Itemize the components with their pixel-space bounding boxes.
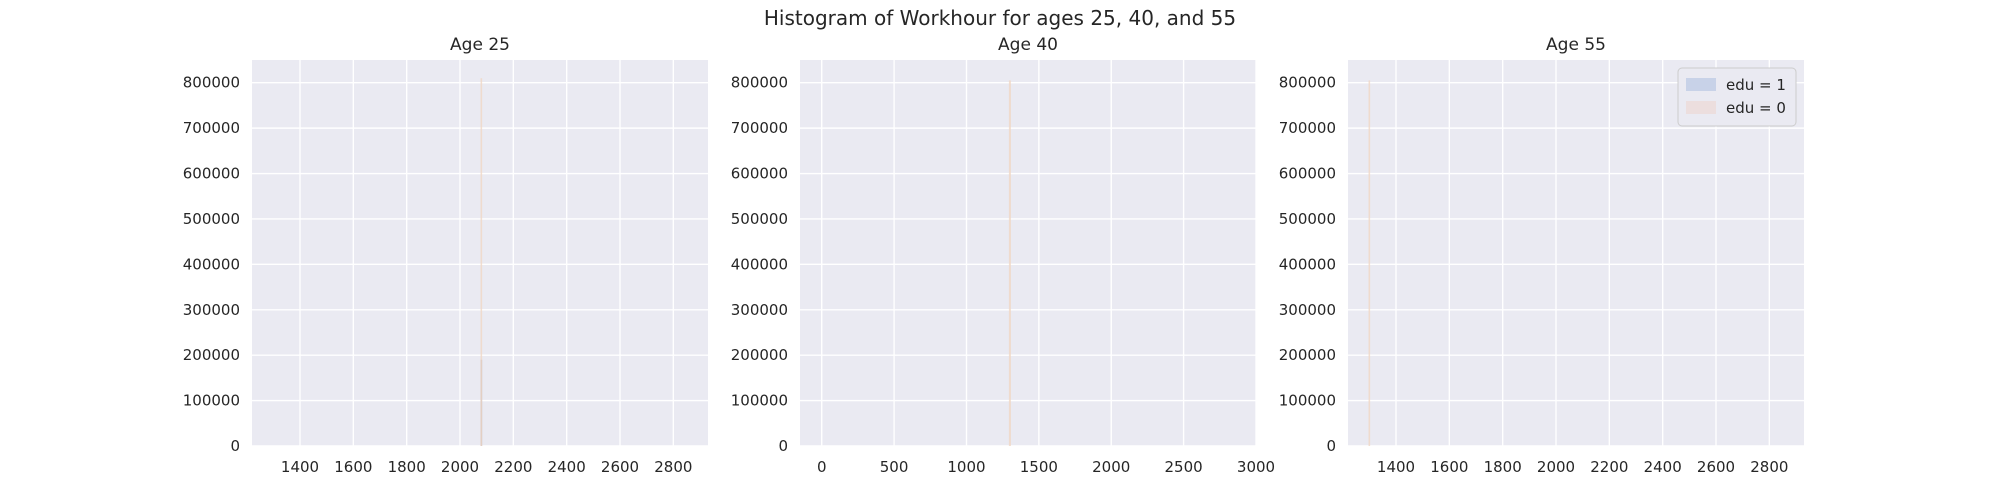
y-tick-label: 300000	[731, 301, 788, 319]
y-tick-label: 400000	[1279, 255, 1336, 273]
subplot-2: 0 100000 200000 300000 400000 500000 600000 700…	[731, 35, 1275, 476]
subplot-grid: 0100000200000300000400000500000600000700…	[183, 35, 1804, 476]
x-tick-label: 1400	[1377, 458, 1415, 476]
plot-area	[252, 60, 708, 446]
subplot-title: Age 25	[450, 35, 510, 55]
y-tick-label: 0	[778, 437, 788, 455]
legend-label: edu = 0	[1726, 99, 1786, 117]
y-tick-label: 0	[230, 437, 240, 455]
figure-title: Histogram of Workhour for ages 25, 40, a…	[764, 6, 1236, 30]
y-tick-label: 200000	[183, 346, 240, 364]
y-tick-label: 800000	[183, 74, 240, 92]
x-tick-label: 1500	[1020, 458, 1058, 476]
y-tick-label: 500000	[731, 210, 788, 228]
subplot-title: Age 40	[998, 35, 1058, 55]
y-tick-label: 400000	[183, 255, 240, 273]
y-tick-label: 200000	[731, 346, 788, 364]
y-tick-label: 200000	[1279, 346, 1336, 364]
histogram-bar-edu0	[480, 78, 483, 446]
legend-label: edu = 1	[1726, 76, 1786, 94]
x-tick-label: 2600	[601, 458, 639, 476]
y-tick-label: 800000	[1279, 74, 1336, 92]
y-tick-label: 600000	[731, 165, 788, 183]
legend-swatch	[1686, 78, 1716, 91]
y-tick-label: 100000	[731, 392, 788, 410]
y-tick-label: 800000	[731, 74, 788, 92]
y-tick-label: 100000	[1279, 392, 1336, 410]
y-tick-label: 700000	[1279, 119, 1336, 137]
x-tick-label: 500	[880, 458, 909, 476]
y-tick-label: 600000	[183, 165, 240, 183]
y-tick-label: 400000	[731, 255, 788, 273]
x-tick-label: 2500	[1165, 458, 1203, 476]
y-tick-label: 300000	[183, 301, 240, 319]
y-tick-label: 700000	[731, 119, 788, 137]
x-tick-label: 1400	[281, 458, 319, 476]
x-tick-label: 2200	[1590, 458, 1628, 476]
x-tick-label: 1800	[1484, 458, 1522, 476]
x-tick-label: 1800	[388, 458, 426, 476]
histogram-bar-edu0	[1368, 80, 1371, 446]
y-tick-label: 500000	[183, 210, 240, 228]
legend: edu = 1 edu = 0	[1677, 67, 1797, 127]
y-tick-label: 600000	[1279, 165, 1336, 183]
subplot-1: 0 100000 200000 300000 400000 500000 600000 700…	[183, 35, 708, 476]
x-tick-label: 2800	[1750, 458, 1788, 476]
x-tick-label: 2400	[548, 458, 586, 476]
x-tick-label: 2800	[654, 458, 692, 476]
x-tick-label: 1000	[947, 458, 985, 476]
x-tick-label: 2000	[1092, 458, 1130, 476]
y-tick-label: 300000	[1279, 301, 1336, 319]
y-tick-label: 0	[1326, 437, 1336, 455]
legend-swatch	[1686, 101, 1716, 114]
y-tick-label: 700000	[183, 119, 240, 137]
x-tick-label: 1600	[334, 458, 372, 476]
y-tick-label: 500000	[1279, 210, 1336, 228]
x-tick-label: 2400	[1644, 458, 1682, 476]
x-tick-label: 3000	[1237, 458, 1275, 476]
x-tick-label: 0	[817, 458, 827, 476]
subplot-title: Age 55	[1546, 35, 1606, 55]
x-tick-label: 2600	[1697, 458, 1735, 476]
plot-area	[800, 60, 1256, 446]
x-tick-label: 2000	[1537, 458, 1575, 476]
x-tick-label: 2200	[494, 458, 532, 476]
y-tick-label: 100000	[183, 392, 240, 410]
x-tick-label: 1600	[1430, 458, 1468, 476]
x-tick-label: 2000	[441, 458, 479, 476]
histogram-bar-edu0	[1008, 80, 1011, 446]
